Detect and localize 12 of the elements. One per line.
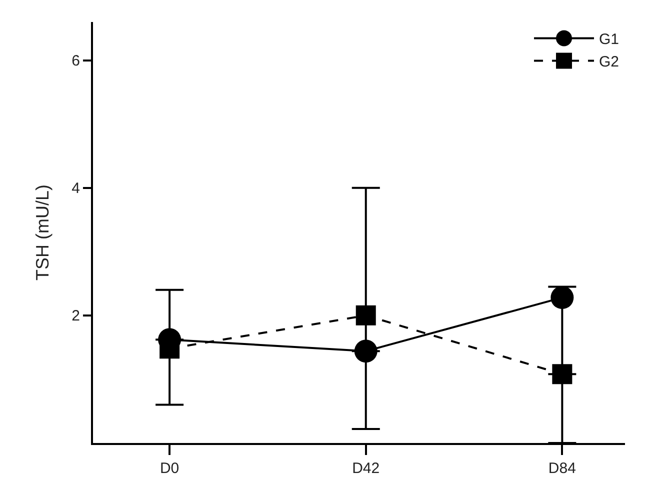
y-tick-label: 6 — [72, 52, 80, 70]
y-axis-title: TSH (mU/L) — [32, 184, 52, 280]
y-tick-label: 2 — [72, 308, 80, 325]
x-tick-label: D42 — [352, 460, 380, 477]
point — [550, 286, 574, 310]
legend-label: G1 — [599, 31, 620, 48]
x-tick-label: D84 — [548, 460, 576, 477]
legend-label: G2 — [599, 54, 620, 71]
point — [552, 364, 572, 384]
point — [356, 305, 376, 326]
x-tick-label: D0 — [160, 460, 180, 477]
y-tick-label: 4 — [72, 180, 80, 198]
